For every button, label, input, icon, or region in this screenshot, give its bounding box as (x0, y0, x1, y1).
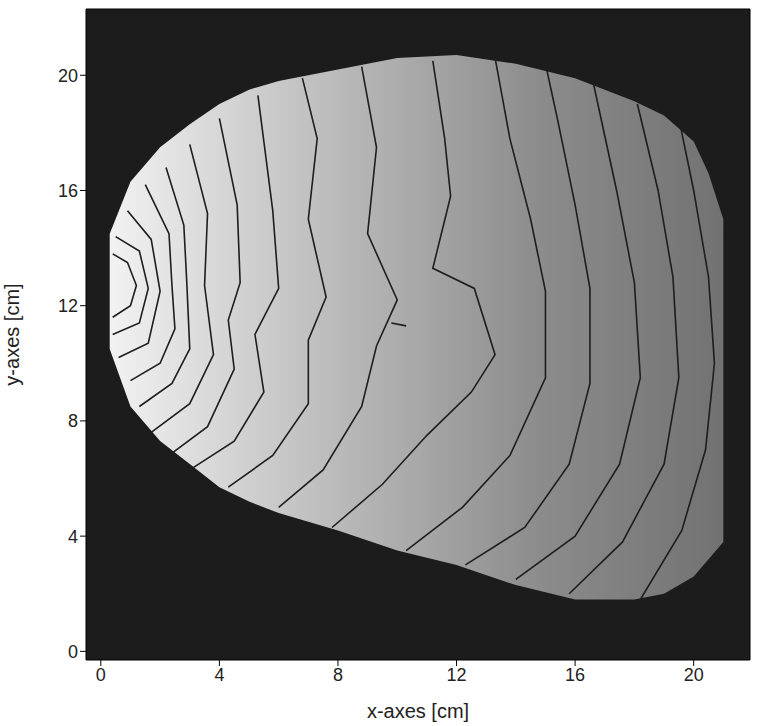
svg-text:20: 20 (58, 66, 78, 86)
svg-text:0: 0 (96, 665, 106, 685)
svg-text:16: 16 (565, 665, 585, 685)
svg-text:x-axes [cm]: x-axes [cm] (367, 700, 469, 722)
svg-text:0: 0 (68, 642, 78, 662)
svg-text:20: 20 (684, 665, 704, 685)
svg-text:4: 4 (68, 527, 78, 547)
svg-text:4: 4 (214, 665, 224, 685)
svg-text:y-axes [cm]: y-axes [cm] (1, 283, 23, 385)
svg-text:8: 8 (333, 665, 343, 685)
svg-text:8: 8 (68, 411, 78, 431)
svg-text:16: 16 (58, 181, 78, 201)
svg-text:12: 12 (58, 296, 78, 316)
svg-text:12: 12 (447, 665, 467, 685)
